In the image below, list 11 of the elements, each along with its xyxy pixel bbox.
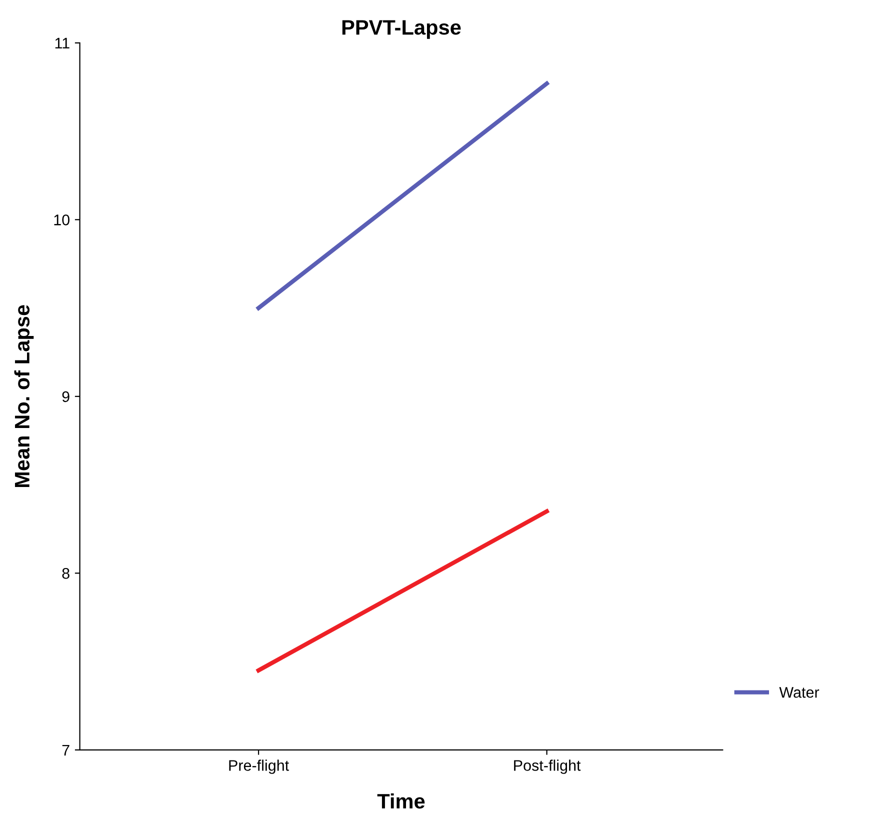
- x-tick-label: Post-flight: [514, 760, 581, 774]
- x-tick-label: Pre-flight: [229, 760, 289, 774]
- x-axis-title: Time: [377, 793, 425, 809]
- legend-label: Water: [779, 687, 820, 698]
- y-tick-label: 10: [54, 214, 70, 226]
- y-tick-label: 8: [62, 568, 70, 579]
- y-tick-label: 11: [55, 38, 70, 48]
- y-axis-title: Mean No. of Lapse: [14, 305, 34, 488]
- y-tick-label: 9: [62, 391, 70, 402]
- y-tick-label: 7: [62, 744, 70, 756]
- chart-title: PPVT-Lapse: [342, 20, 461, 39]
